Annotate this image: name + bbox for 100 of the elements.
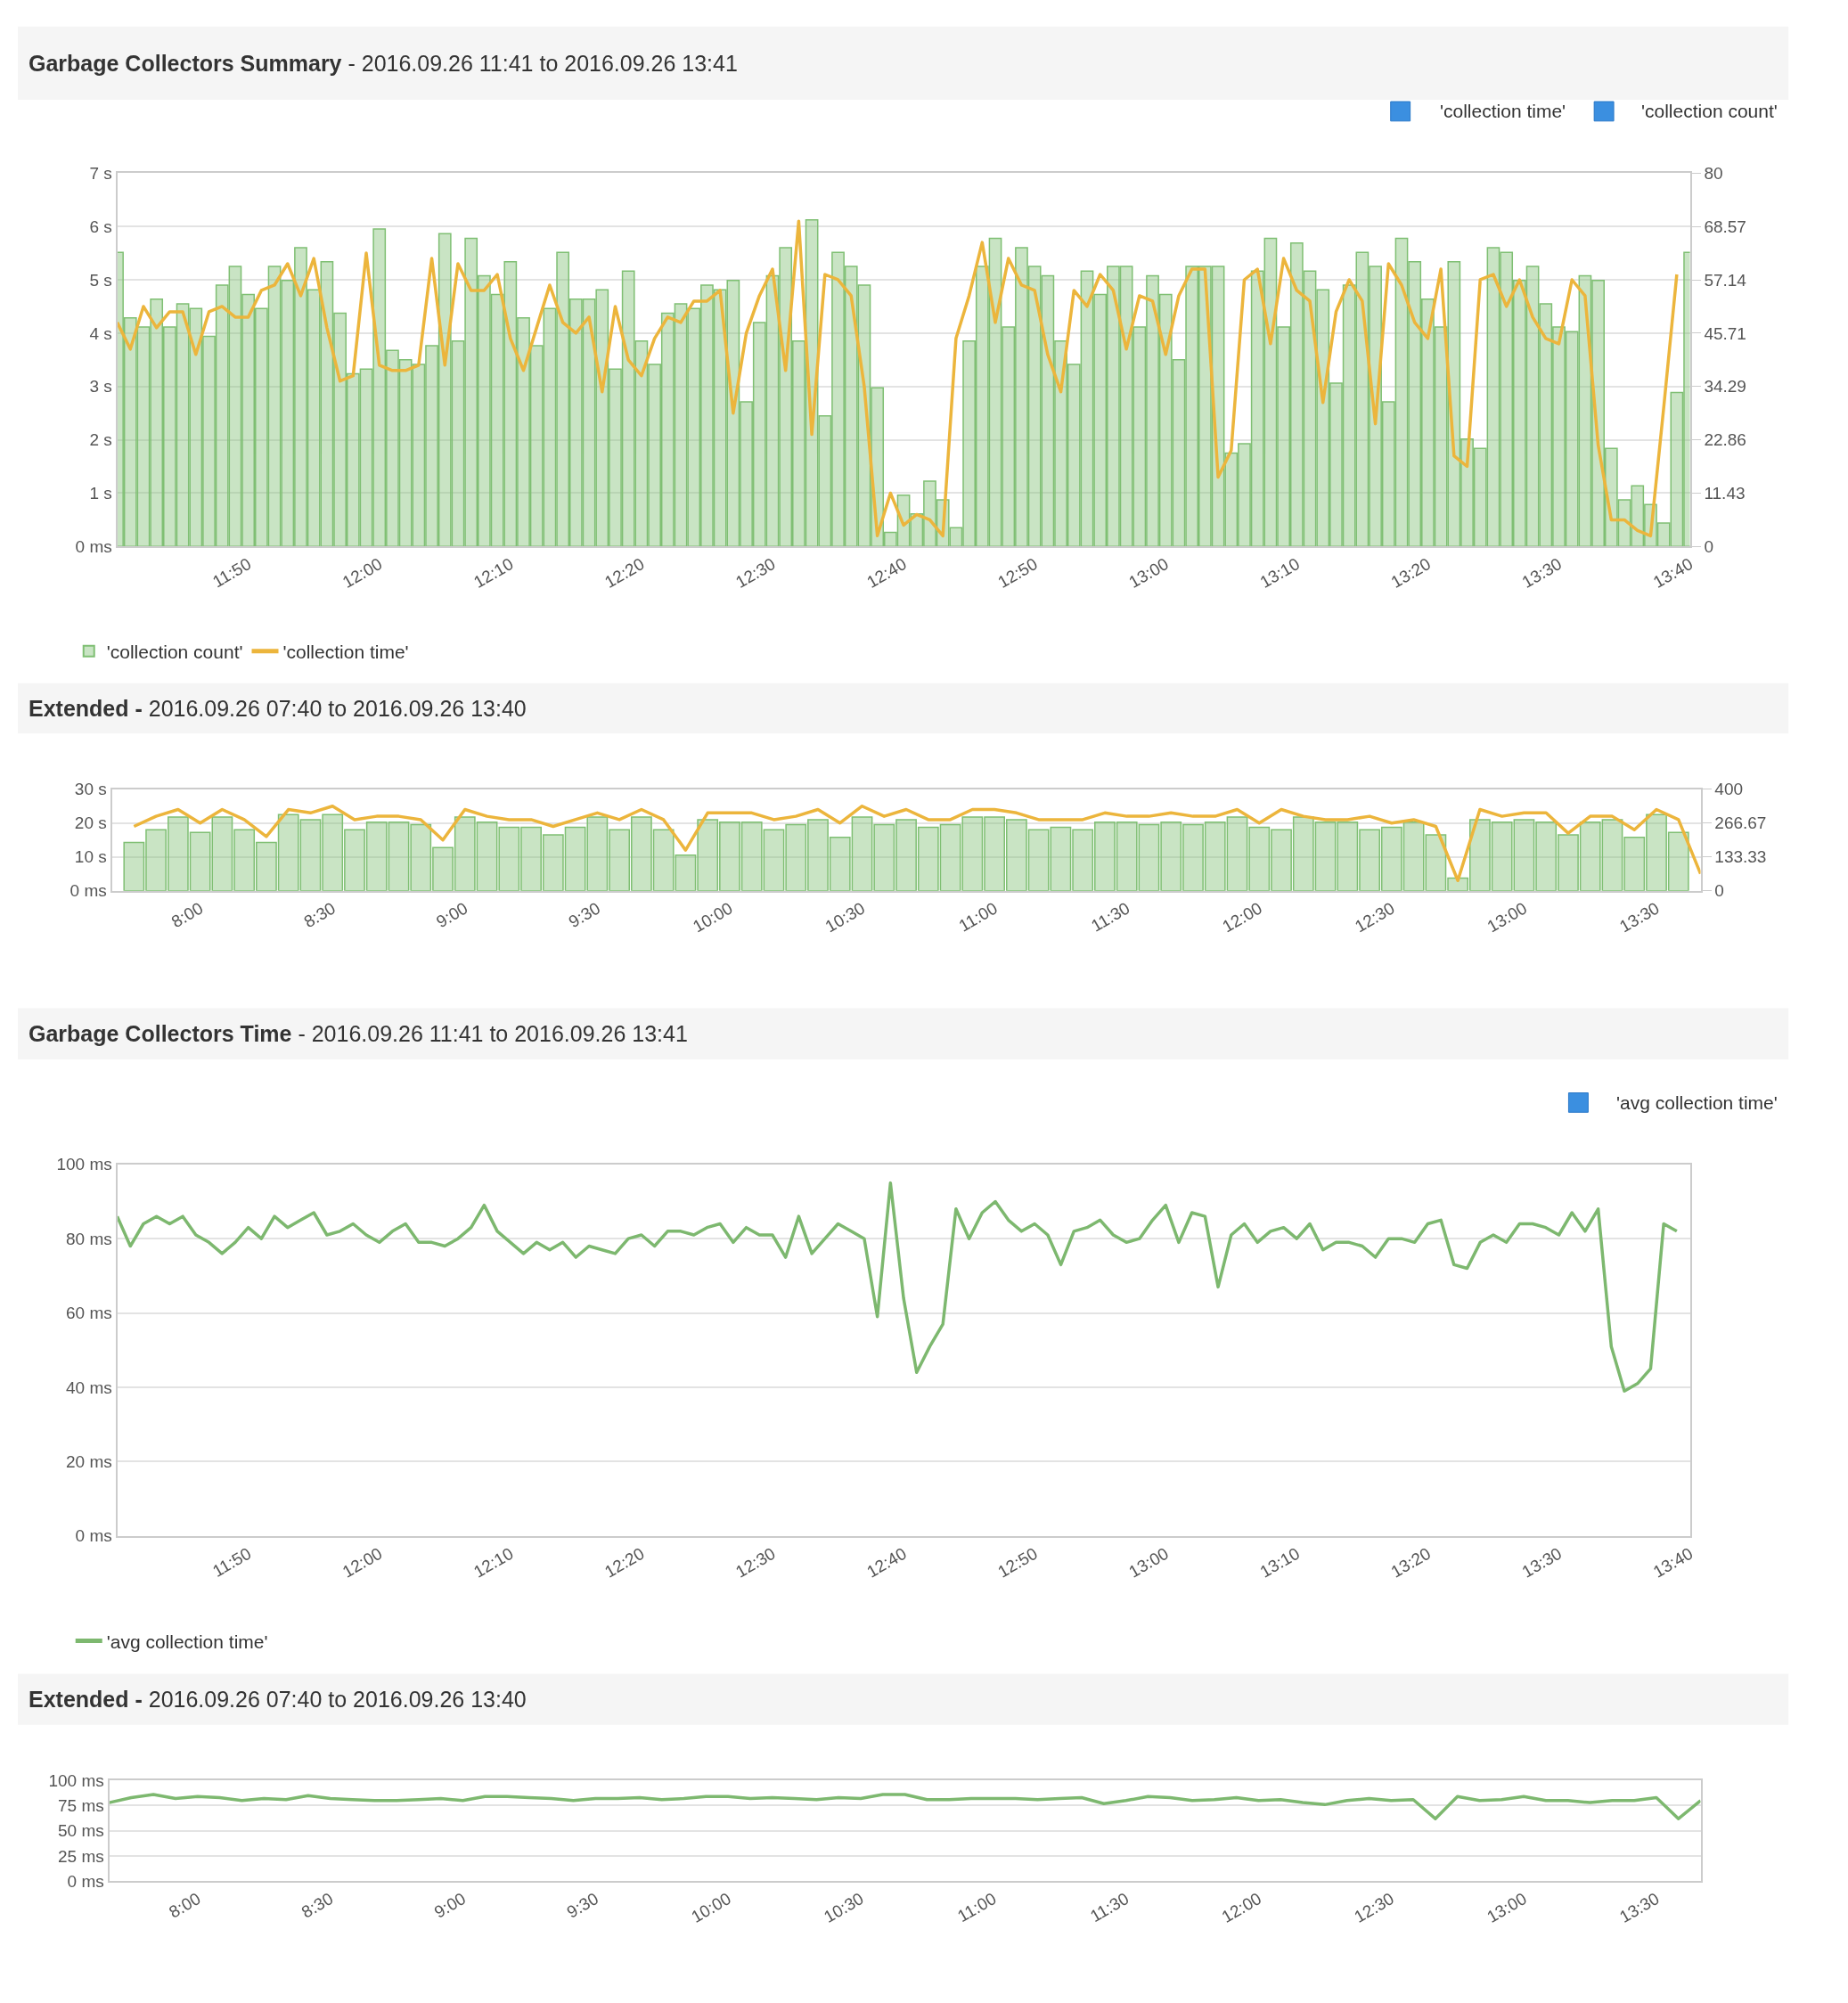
line-series [117,219,1679,538]
bar [543,307,557,547]
bar [1119,266,1133,547]
bar [1226,816,1248,891]
bar [1425,834,1447,891]
x-tick-label: 13:00 [1484,898,1531,936]
line-series [117,1181,1679,1393]
bar [1486,247,1500,547]
bar [1447,261,1461,547]
bar [1160,822,1182,891]
bar [542,834,564,891]
bar [202,335,216,547]
bar [267,266,282,547]
x-tick-label: 8:00 [168,898,207,932]
bar [145,829,167,891]
bar [307,289,321,547]
bar [241,293,255,547]
bar [961,816,984,891]
bar [437,233,452,547]
bar [365,822,388,891]
bar [1027,266,1042,547]
bar [975,266,989,547]
bar [1271,829,1292,891]
y2-tick-label: 266.67 [1714,813,1767,833]
bar [1133,326,1147,547]
y2-tick-label: 400 [1714,780,1744,799]
chart-subtitle: 2016.09.26 07:40 to 2016.09.26 13:40 [148,1687,527,1712]
bar [687,307,701,547]
bar [634,340,649,547]
bar [176,303,190,547]
bar [333,312,347,547]
y-tick-label: 0 ms [75,536,112,556]
bar [851,816,873,891]
bar [1172,359,1186,547]
bar [1107,266,1120,547]
bar [1355,251,1370,547]
bar [556,251,570,547]
line-series [109,1793,1701,1820]
y-tick-label: 100 ms [56,1155,112,1174]
bar [189,831,211,891]
line-series [132,804,1701,883]
bar [1224,452,1239,547]
y-tick-label: 50 ms [58,1821,104,1841]
bar [1182,823,1204,891]
chart-title: Extended - [29,696,143,721]
bar [1303,270,1317,547]
bar [322,813,344,891]
y-tick-label: 7 s [89,163,112,183]
bar [1238,443,1251,547]
bar [211,816,233,891]
bar [765,274,780,547]
bar [1329,382,1343,547]
bar [1015,247,1028,547]
bar [1565,331,1579,547]
bar [1491,822,1513,891]
bar [1460,438,1474,547]
bar [1631,485,1645,547]
bar [167,816,189,891]
bar [299,819,322,891]
text: 'collection count' [1641,101,1778,121]
bar [1579,822,1601,891]
bar [807,819,829,891]
y2-tick-label: 0 [1704,536,1713,556]
bar [962,340,976,547]
bar [1072,829,1094,891]
bar [785,823,807,891]
y-tick-label: 100 ms [48,1770,104,1790]
bar [719,822,740,891]
bar [792,340,805,547]
bar [281,279,295,547]
y-tick-label: 40 ms [66,1378,112,1397]
y2-tick-label: 11.43 [1704,484,1746,503]
bar [256,841,277,891]
bar [1646,813,1667,891]
bar [1041,274,1055,547]
text: 'collection time' [1440,101,1566,121]
bar [831,251,845,547]
bar [700,284,714,547]
y-tick-label: 0 ms [75,1526,112,1546]
x-tick-label: 9:30 [565,898,604,932]
bar [1292,816,1314,891]
y2-tick-label: 133.33 [1714,847,1767,867]
x-tick-label: 9:30 [563,1888,602,1922]
bar [984,816,1005,891]
bar [621,270,635,547]
bar [1539,303,1553,547]
x-tick-label: 8:30 [300,898,339,932]
x-tick-label: 11:50 [209,1543,255,1581]
bar [1005,819,1027,891]
bar [215,284,229,547]
bar [752,322,766,547]
chart-title: Garbage Collectors Summary [29,51,342,76]
bar [520,826,542,891]
chart-title: Extended - [29,1687,143,1712]
bar [829,837,851,891]
legend-label: 'collection count' [106,642,243,663]
y-tick-label: 20 ms [66,1452,112,1472]
y-tick-label: 30 s [74,780,107,799]
bar [1054,340,1067,547]
y-tick-label: 3 s [89,377,112,397]
